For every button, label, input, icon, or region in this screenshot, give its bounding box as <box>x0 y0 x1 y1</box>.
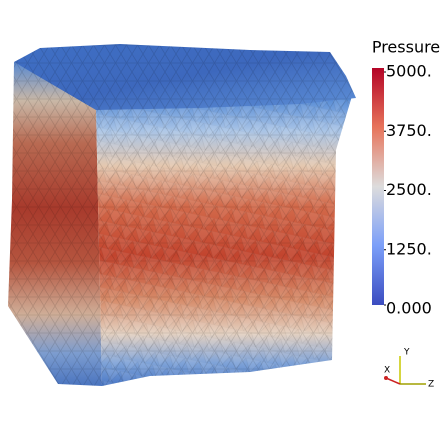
colorbar-tick-label: 2500. <box>386 180 432 199</box>
x-axis-label: X <box>384 366 390 376</box>
x-axis-tip <box>384 376 388 380</box>
mesh-texture <box>14 44 356 110</box>
colorbar-gradient <box>372 68 384 305</box>
colorbar: Pressure 5000. 3750. 2500. 1250. 0.000 <box>372 38 440 318</box>
colorbar-tick-label: 0.000 <box>386 299 432 318</box>
mesh-texture <box>96 96 352 386</box>
colorbar-title: Pressure <box>372 38 440 57</box>
y-axis-label: Y <box>403 348 410 358</box>
axes-triad: Y X Z <box>384 348 434 390</box>
mesh-cube <box>8 44 356 386</box>
z-axis-label: Z <box>428 380 434 390</box>
colorbar-tick-label: 3750. <box>386 121 432 140</box>
colorbar-tick-label: 5000. <box>386 62 432 81</box>
mesh-texture <box>8 62 102 386</box>
x-axis-arrow <box>385 377 401 385</box>
colorbar-tick-label: 1250. <box>386 239 432 258</box>
